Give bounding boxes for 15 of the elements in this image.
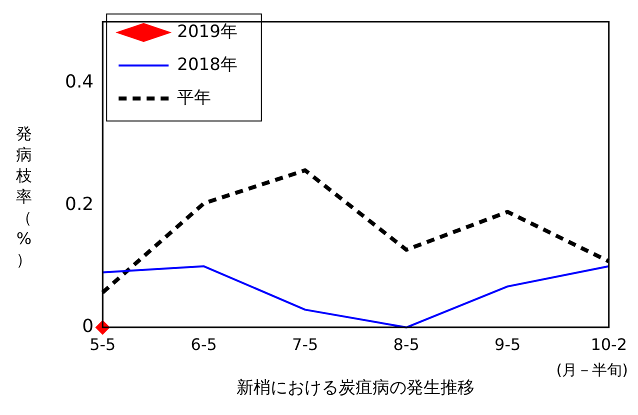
y-tick-label: 0.4 — [64, 72, 94, 93]
legend-label: 2019年 — [177, 22, 238, 42]
text: (月－半旬) — [556, 360, 628, 379]
x-axis-title: 新梢における炭疽病の発生推移 — [236, 378, 475, 398]
x-tick-label: 10-2 — [590, 335, 627, 354]
y-tick-label: 0.2 — [64, 194, 94, 215]
legend-label: 2018年 — [177, 54, 238, 75]
y-tick-label: 0 — [82, 316, 94, 338]
x-tick-label: 8-5 — [393, 335, 420, 354]
legend-label: 平年 — [177, 88, 212, 108]
y-axis-title: 発病枝率（%） — [15, 123, 33, 270]
x-tick-label: 7-5 — [292, 335, 318, 354]
x-tick-label: 9-5 — [494, 335, 521, 354]
x-tick-label: 5-5 — [90, 335, 116, 354]
x-tick-label: 6-5 — [190, 335, 217, 354]
